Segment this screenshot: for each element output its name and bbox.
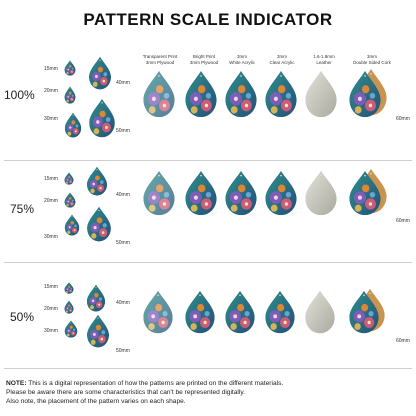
size-label-50mm: 50mm [116, 348, 130, 354]
sample-drop [64, 320, 78, 338]
sample-drop [64, 86, 76, 104]
scale-section-100: 100% 15mm 20mm 30mm 40mm 50mm 60mm Trans… [0, 40, 416, 164]
scale-section-75: 75% 15mm 20mm 30mm 40mm 50mm 60mm [0, 162, 416, 286]
material-drop [348, 70, 382, 118]
sample-drop [86, 284, 106, 312]
section-divider [4, 262, 412, 263]
size-label-15mm: 15mm [44, 66, 58, 72]
material-drop [184, 290, 216, 334]
size-label-50mm: 50mm [116, 240, 130, 246]
material-drop [348, 170, 382, 216]
sample-drop [64, 112, 82, 138]
size-label-60mm: 60mm [396, 338, 410, 344]
size-label-20mm: 20mm [44, 88, 58, 94]
material-drop [264, 170, 298, 216]
material-drop [184, 170, 218, 216]
size-label-15mm: 15mm [44, 284, 58, 290]
material-drop [224, 170, 258, 216]
material-drop [348, 290, 380, 334]
material-drop [184, 70, 218, 118]
note-line-3: Also note, the placement of the pattern … [6, 398, 186, 405]
material-drop [142, 70, 176, 118]
material-drop [142, 170, 176, 216]
sample-drop [86, 166, 108, 196]
scale-label: 50% [10, 310, 35, 324]
scale-label: 75% [10, 202, 35, 216]
material-header-leather: 1.6-1.8mm Leather [313, 54, 335, 65]
size-label-50mm: 50mm [116, 128, 130, 134]
size-label-60mm: 60mm [396, 218, 410, 224]
material-drop [264, 70, 298, 118]
section-divider [4, 160, 412, 161]
note-line-1: This is a digital representation of how … [26, 380, 284, 387]
page-title: PATTERN SCALE INDICATOR [83, 10, 333, 29]
size-label-30mm: 30mm [44, 116, 58, 122]
size-label-40mm: 40mm [116, 300, 130, 306]
sample-drop [64, 214, 80, 236]
material-drop [304, 290, 336, 334]
sample-drop [64, 172, 74, 185]
sample-drop [86, 314, 110, 348]
material-header-transparent: Transparent Print 3mm Plywood [142, 54, 178, 65]
sample-drop [64, 60, 76, 76]
size-label-30mm: 30mm [44, 234, 58, 240]
size-label-30mm: 30mm [44, 328, 58, 334]
note-line-2: Please be aware there are some character… [6, 389, 246, 396]
sample-drop [64, 282, 74, 294]
sample-drop [88, 56, 112, 90]
note: NOTE: This is a digital representation o… [6, 379, 410, 406]
size-label-15mm: 15mm [44, 176, 58, 182]
size-label-20mm: 20mm [44, 198, 58, 204]
size-label-60mm: 60mm [396, 116, 410, 122]
sample-drop [64, 192, 76, 208]
material-drop [224, 70, 258, 118]
material-header-clear-acrylic: 3mm Clear Acrylic [269, 54, 295, 65]
sample-drop [88, 98, 116, 138]
material-drop [304, 170, 338, 216]
material-header-bright: Bright Print 3mm Plywood [189, 54, 219, 65]
size-label-40mm: 40mm [116, 192, 130, 198]
section-divider [4, 368, 412, 369]
material-drop [224, 290, 256, 334]
sample-drop [86, 206, 112, 242]
note-label: NOTE: [6, 380, 27, 387]
material-drop [264, 290, 296, 334]
material-header-cork: 3mm Double Sided Cork [353, 54, 391, 65]
material-drop [142, 290, 174, 334]
material-drop [304, 70, 338, 118]
scale-label: 100% [4, 88, 35, 102]
material-header-white-acrylic: 3mm White Acrylic [229, 54, 255, 65]
size-label-40mm: 40mm [116, 80, 130, 86]
size-label-20mm: 20mm [44, 306, 58, 312]
sample-drop [64, 300, 74, 314]
scale-section-50: 50% 15mm 20mm 30mm 40mm 50mm 60mm [0, 264, 416, 388]
